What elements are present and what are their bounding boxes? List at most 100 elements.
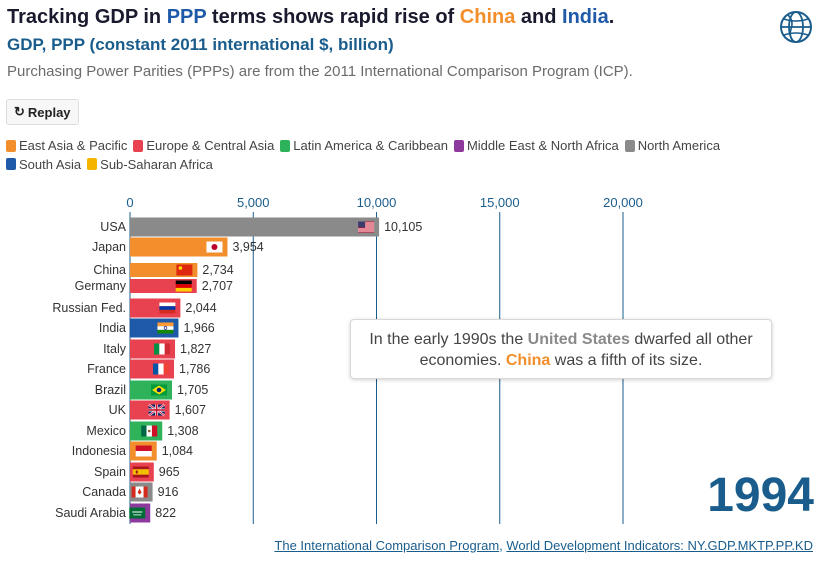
value-label: 965 <box>159 465 180 479</box>
country-label: USA <box>100 220 126 234</box>
flag-uk <box>148 403 166 417</box>
legend-item[interactable]: North America <box>624 137 721 154</box>
value-label: 1,827 <box>180 342 211 356</box>
country-label: Indonesia <box>72 444 126 458</box>
flag-canada <box>131 486 148 498</box>
value-label: 822 <box>155 506 176 520</box>
flag-india <box>157 322 174 334</box>
value-label: 1,607 <box>175 403 206 417</box>
country-label: Canada <box>82 485 126 499</box>
country-label: Saudi Arabia <box>55 506 126 520</box>
legend-label: South Asia <box>19 156 82 172</box>
legend-swatch <box>453 139 464 152</box>
flag-russia <box>159 302 176 314</box>
replay-button[interactable]: ↻ Replay <box>6 99 79 125</box>
x-tick-label: 15,000 <box>480 195 520 210</box>
legend-swatch <box>133 139 144 152</box>
source-link-wdi[interactable]: World Development Indicators: NY.GDP.MKT… <box>506 538 813 553</box>
legend-item[interactable]: South Asia <box>6 156 81 173</box>
x-tick-label: 10,000 <box>357 195 397 210</box>
chart-subtitle: GDP, PPP (constant 2011 international $,… <box>7 35 394 54</box>
flag-spain <box>132 466 149 478</box>
flag-mexico <box>141 425 158 437</box>
legend-swatch <box>6 139 16 152</box>
x-tick-label: 20,000 <box>603 195 643 210</box>
bar-row: France 1,786 <box>87 359 210 379</box>
country-label: France <box>87 362 126 376</box>
value-label: 2,734 <box>202 263 233 277</box>
world-bank-globe-icon <box>780 11 812 43</box>
flag-saudi-arabia <box>129 507 146 519</box>
bar-row: Saudi Arabia 822 <box>55 503 176 523</box>
bar-row: Mexico 1,308 <box>86 421 199 441</box>
legend-label: Middle East & North Africa <box>466 138 619 153</box>
legend-label: Europe & Central Asia <box>146 138 275 153</box>
bar-row: Canada 916 <box>82 482 178 502</box>
value-label: 2,707 <box>202 279 233 293</box>
flag-usa <box>358 221 375 233</box>
chart-description: Purchasing Power Parities (PPPs) are fro… <box>7 63 633 80</box>
title-india: India <box>562 6 609 28</box>
annotation-usa: United States <box>527 331 630 348</box>
flag-france <box>153 363 170 375</box>
value-label: 1,084 <box>162 444 193 458</box>
flag-italy <box>154 343 171 355</box>
legend-swatch <box>87 158 98 170</box>
country-label: Brazil <box>95 383 126 397</box>
x-tick-label: 5,000 <box>237 195 270 210</box>
country-label: India <box>99 321 126 335</box>
country-label: Germany <box>75 279 127 293</box>
year-label: 1994 <box>707 469 814 522</box>
value-label: 1,705 <box>177 383 208 397</box>
annotation-china: China <box>505 352 551 369</box>
chart-legend: East Asia & Pacific Europe & Central Asia… <box>6 137 806 174</box>
source-link-icp[interactable]: The International Comparison Program <box>274 538 500 553</box>
legend-item[interactable]: Latin America & Caribbean <box>280 137 448 154</box>
bar-row: Italy 1,827 <box>103 339 211 359</box>
legend-label: East Asia & Pacific <box>19 138 128 153</box>
title-china: China <box>459 6 516 28</box>
flag-brazil <box>151 384 168 396</box>
country-label: Mexico <box>86 424 126 438</box>
bar <box>130 237 228 257</box>
value-label: 10,105 <box>384 220 422 234</box>
replay-icon: ↻ <box>14 104 25 119</box>
legend-item[interactable]: East Asia & Pacific <box>6 137 127 154</box>
legend-item[interactable]: Sub-Saharan Africa <box>87 156 213 173</box>
bar-row: Japan 3,954 <box>92 237 264 257</box>
value-label: 1,308 <box>167 424 198 438</box>
source-links: The International Comparison Program, Wo… <box>274 538 813 553</box>
bar-row: Germany 2,707 <box>75 279 233 293</box>
bar-row: China 2,734 <box>93 263 234 277</box>
x-tick-label: 0 <box>126 195 133 210</box>
bar-row: Russian Fed. 2,044 <box>52 298 217 318</box>
chart-title: Tracking GDP in PPP terms shows rapid ri… <box>7 6 615 28</box>
value-label: 1,966 <box>183 321 214 335</box>
value-label: 2,044 <box>185 301 216 315</box>
annotation-box: In the early 1990s the United States dwa… <box>350 319 772 379</box>
legend-swatch <box>624 139 635 152</box>
country-label: Japan <box>92 240 126 254</box>
country-label: UK <box>109 403 127 417</box>
title-ppp: PPP <box>166 6 207 28</box>
legend-item[interactable]: Middle East & North Africa <box>453 137 619 154</box>
bar-row: UK 1,607 <box>109 400 206 420</box>
country-label: Spain <box>94 465 126 479</box>
flag-indonesia <box>135 445 152 457</box>
legend-label: Sub-Saharan Africa <box>100 156 213 172</box>
bar-row: USA 10,105 <box>100 217 422 237</box>
country-label: Italy <box>103 342 127 356</box>
flag-germany <box>175 280 192 292</box>
country-label: Russian Fed. <box>52 301 126 315</box>
legend-swatch <box>6 158 16 170</box>
legend-swatch <box>280 139 291 152</box>
legend-label: Latin America & Caribbean <box>293 138 448 153</box>
legend-label: North America <box>637 138 721 153</box>
legend-item[interactable]: Europe & Central Asia <box>133 137 274 154</box>
country-label: China <box>93 263 126 277</box>
bar-row: India 1,966 <box>99 318 215 338</box>
flag-china <box>176 264 193 276</box>
bar-row: Spain 965 <box>94 462 180 482</box>
bar <box>130 217 380 237</box>
